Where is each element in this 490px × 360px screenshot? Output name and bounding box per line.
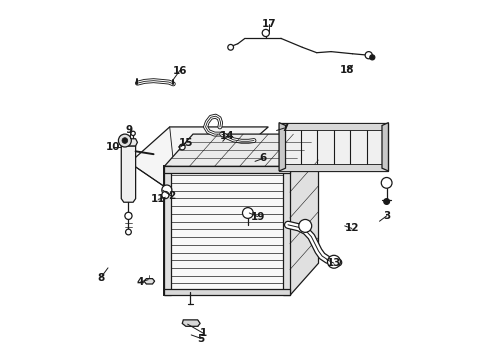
Text: 2: 2	[168, 191, 175, 201]
Polygon shape	[182, 320, 200, 326]
Polygon shape	[144, 279, 155, 284]
Text: 8: 8	[97, 273, 104, 283]
Circle shape	[122, 138, 128, 143]
Polygon shape	[279, 123, 286, 171]
Text: 7: 7	[281, 123, 288, 133]
Circle shape	[162, 185, 172, 195]
Polygon shape	[164, 166, 290, 173]
Circle shape	[370, 55, 375, 60]
Text: 1: 1	[200, 328, 207, 338]
Polygon shape	[164, 134, 318, 166]
Text: 16: 16	[172, 66, 187, 76]
Polygon shape	[290, 134, 318, 296]
Text: 4: 4	[137, 277, 144, 287]
Polygon shape	[279, 164, 389, 171]
Polygon shape	[129, 127, 269, 195]
Text: 15: 15	[178, 139, 193, 148]
Text: 5: 5	[197, 333, 205, 343]
Text: 6: 6	[259, 153, 267, 163]
Text: 11: 11	[151, 194, 166, 204]
Text: 12: 12	[344, 224, 359, 233]
Polygon shape	[164, 166, 290, 296]
Polygon shape	[122, 146, 136, 202]
Text: 19: 19	[250, 212, 265, 221]
Polygon shape	[164, 289, 290, 296]
Text: 3: 3	[383, 211, 390, 221]
Circle shape	[228, 44, 234, 50]
Circle shape	[299, 220, 312, 232]
Circle shape	[384, 199, 390, 204]
Circle shape	[131, 131, 135, 135]
Circle shape	[243, 208, 253, 219]
Circle shape	[179, 144, 185, 150]
Circle shape	[381, 177, 392, 188]
Text: 10: 10	[106, 142, 120, 152]
Text: 14: 14	[220, 131, 234, 141]
Text: 9: 9	[126, 125, 133, 135]
Polygon shape	[382, 123, 389, 171]
Polygon shape	[283, 166, 290, 296]
Text: 18: 18	[340, 64, 354, 75]
Circle shape	[162, 192, 169, 199]
Polygon shape	[279, 123, 389, 130]
Circle shape	[327, 255, 341, 268]
Circle shape	[119, 134, 131, 147]
Circle shape	[365, 51, 372, 59]
Polygon shape	[120, 139, 137, 146]
Circle shape	[262, 30, 270, 37]
Circle shape	[125, 212, 132, 220]
Text: 17: 17	[262, 19, 277, 29]
Circle shape	[125, 229, 131, 235]
Text: 13: 13	[327, 258, 341, 268]
Polygon shape	[279, 123, 389, 171]
Polygon shape	[164, 166, 171, 296]
